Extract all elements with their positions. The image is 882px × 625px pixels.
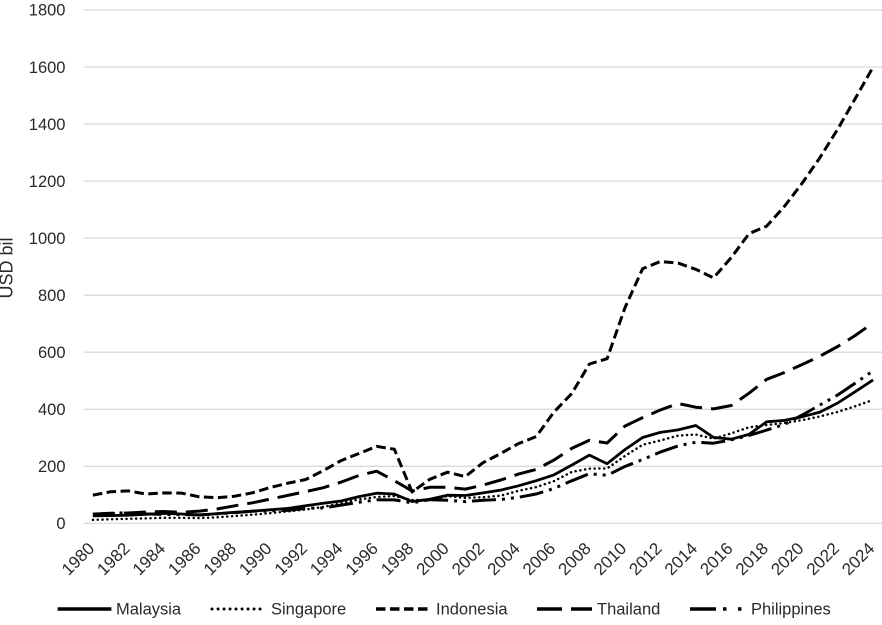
svg-text:600: 600 bbox=[38, 344, 66, 362]
svg-text:400: 400 bbox=[38, 401, 66, 419]
svg-text:200: 200 bbox=[38, 458, 66, 476]
svg-text:1800: 1800 bbox=[29, 2, 66, 20]
svg-text:Thailand: Thailand bbox=[597, 600, 660, 618]
svg-text:1000: 1000 bbox=[29, 230, 66, 248]
svg-text:Malaysia: Malaysia bbox=[116, 600, 182, 618]
svg-text:800: 800 bbox=[38, 287, 66, 305]
svg-text:USD bil: USD bil bbox=[0, 237, 17, 298]
svg-text:Indonesia: Indonesia bbox=[436, 600, 508, 618]
svg-text:Singapore: Singapore bbox=[271, 600, 346, 618]
svg-text:1600: 1600 bbox=[29, 59, 66, 77]
svg-text:1200: 1200 bbox=[29, 173, 66, 191]
svg-text:Philippines: Philippines bbox=[751, 600, 831, 618]
svg-text:0: 0 bbox=[56, 515, 65, 533]
svg-text:1400: 1400 bbox=[29, 116, 66, 134]
